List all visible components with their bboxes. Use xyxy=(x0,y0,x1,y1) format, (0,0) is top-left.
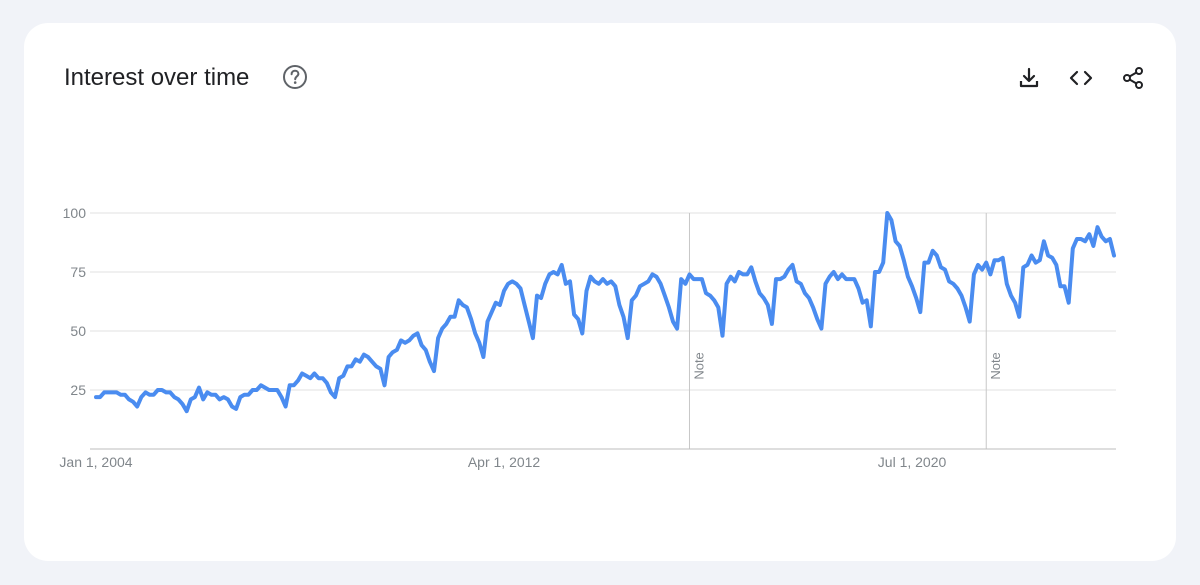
card-title: Interest over time xyxy=(64,64,250,91)
chart-toolbar xyxy=(1016,65,1146,91)
note-label: Note xyxy=(988,352,1003,379)
x-tick-label: Jul 1, 2020 xyxy=(878,454,947,470)
y-tick-label: 100 xyxy=(63,205,87,221)
x-tick-label: Apr 1, 2012 xyxy=(468,454,541,470)
code-embed-icon[interactable] xyxy=(1068,65,1094,91)
interest-series-line xyxy=(94,211,1116,414)
help-circle-icon[interactable] xyxy=(282,64,308,90)
interest-over-time-card: Interest over time xyxy=(24,23,1176,561)
share-icon[interactable] xyxy=(1120,65,1146,91)
y-tick-label: 50 xyxy=(70,323,86,339)
download-icon[interactable] xyxy=(1016,65,1042,91)
y-tick-label: 75 xyxy=(70,264,86,280)
note-label: Note xyxy=(691,352,706,379)
y-tick-label: 25 xyxy=(70,382,86,398)
x-tick-label: Jan 1, 2004 xyxy=(59,454,132,470)
